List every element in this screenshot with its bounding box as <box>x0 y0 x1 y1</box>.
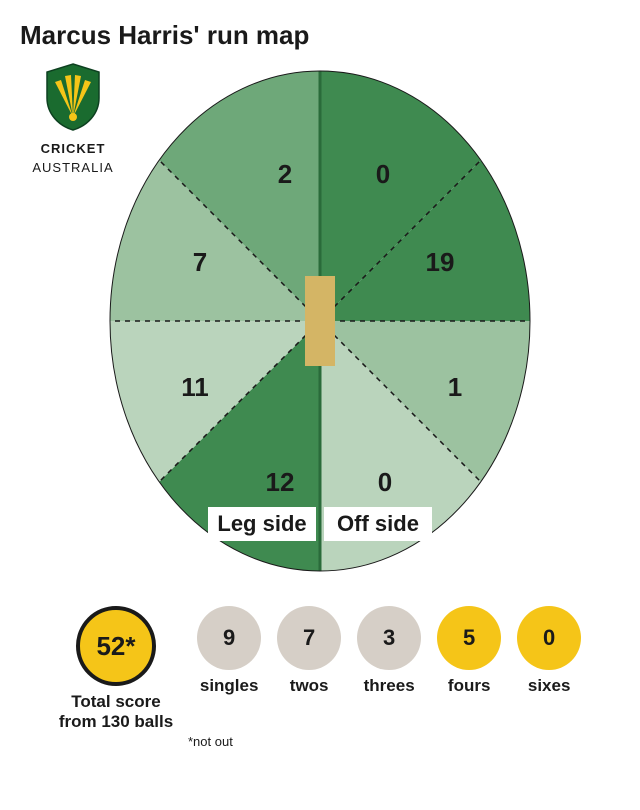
sector-value: 0 <box>378 467 392 497</box>
wagon-wheel-chart: 2 7 11 12 0 1 19 0 Leg side Off side <box>90 61 550 581</box>
stat-label: twos <box>277 676 341 696</box>
off-side-label: Off side <box>337 511 419 536</box>
total-value: 52* <box>96 631 135 662</box>
sector-value: 11 <box>181 372 209 402</box>
stat-threes: 3 threes <box>357 606 421 696</box>
sector-value: 2 <box>278 159 292 189</box>
stat-circle: 0 <box>517 606 581 670</box>
total-label1: Total score <box>59 692 173 712</box>
stat-fours: 5 fours <box>437 606 501 696</box>
leg-side-label: Leg side <box>217 511 306 536</box>
notout-note: *not out <box>170 734 620 749</box>
stat-singles: 9 singles <box>197 606 261 696</box>
sector-value: 12 <box>266 467 295 497</box>
total-label2: from 130 balls <box>59 712 173 732</box>
stat-circle: 9 <box>197 606 261 670</box>
stat-label: singles <box>197 676 261 696</box>
page-title: Marcus Harris' run map <box>20 20 620 51</box>
total-circle: 52* <box>76 606 156 686</box>
stat-label: fours <box>437 676 501 696</box>
stat-sixes: 0 sixes <box>517 606 581 696</box>
sector-value: 1 <box>448 372 462 402</box>
stat-circle: 3 <box>357 606 421 670</box>
stat-twos: 7 twos <box>277 606 341 696</box>
stat-circle: 5 <box>437 606 501 670</box>
stat-label: sixes <box>517 676 581 696</box>
stat-total: 52* Total score from 130 balls <box>59 606 173 732</box>
stat-circle: 7 <box>277 606 341 670</box>
stat-label: threes <box>357 676 421 696</box>
stats-row: 52* Total score from 130 balls 9 singles 7… <box>20 606 620 732</box>
sector-value: 7 <box>193 247 207 277</box>
sector-value: 19 <box>426 247 455 277</box>
sector-value: 0 <box>376 159 390 189</box>
chart-svg: 2 7 11 12 0 1 19 0 Leg side Off side <box>90 61 550 581</box>
